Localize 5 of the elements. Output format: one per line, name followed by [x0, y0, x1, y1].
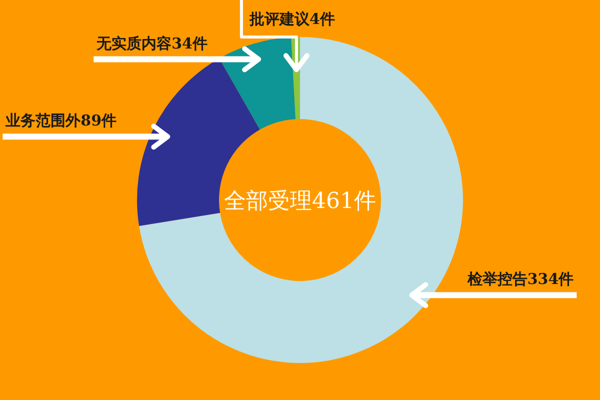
category-label: 批评建议4件	[249, 10, 335, 28]
annotation: 全部受理461件	[224, 189, 376, 214]
category-label: 无实质内容34件	[96, 34, 208, 52]
category-label: 检举控告334件	[467, 270, 574, 288]
category-label: 业务范围外89件	[6, 112, 117, 130]
